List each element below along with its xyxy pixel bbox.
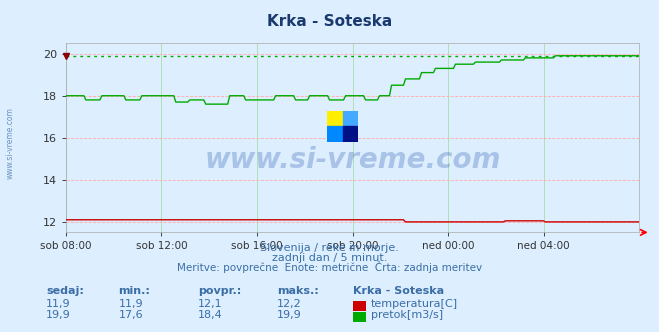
Text: Meritve: povprečne  Enote: metrične  Črta: zadnja meritev: Meritve: povprečne Enote: metrične Črta:… xyxy=(177,261,482,273)
Text: min.:: min.: xyxy=(119,286,150,296)
Text: 11,9: 11,9 xyxy=(46,299,71,309)
Text: povpr.:: povpr.: xyxy=(198,286,241,296)
Text: 12,1: 12,1 xyxy=(198,299,222,309)
Text: 19,9: 19,9 xyxy=(46,310,71,320)
Text: zadnji dan / 5 minut.: zadnji dan / 5 minut. xyxy=(272,253,387,263)
Text: www.si-vreme.com: www.si-vreme.com xyxy=(204,146,501,175)
Text: Krka - Soteska: Krka - Soteska xyxy=(353,286,444,296)
Text: Krka - Soteska: Krka - Soteska xyxy=(267,14,392,29)
Text: 18,4: 18,4 xyxy=(198,310,223,320)
Text: 12,2: 12,2 xyxy=(277,299,302,309)
Text: maks.:: maks.: xyxy=(277,286,318,296)
Text: pretok[m3/s]: pretok[m3/s] xyxy=(371,310,443,320)
Text: 17,6: 17,6 xyxy=(119,310,143,320)
Text: www.si-vreme.com: www.si-vreme.com xyxy=(5,107,14,179)
Text: sedaj:: sedaj: xyxy=(46,286,84,296)
Text: temperatura[C]: temperatura[C] xyxy=(371,299,458,309)
Text: 19,9: 19,9 xyxy=(277,310,302,320)
Text: Slovenija / reke in morje.: Slovenija / reke in morje. xyxy=(260,243,399,253)
Text: 11,9: 11,9 xyxy=(119,299,143,309)
